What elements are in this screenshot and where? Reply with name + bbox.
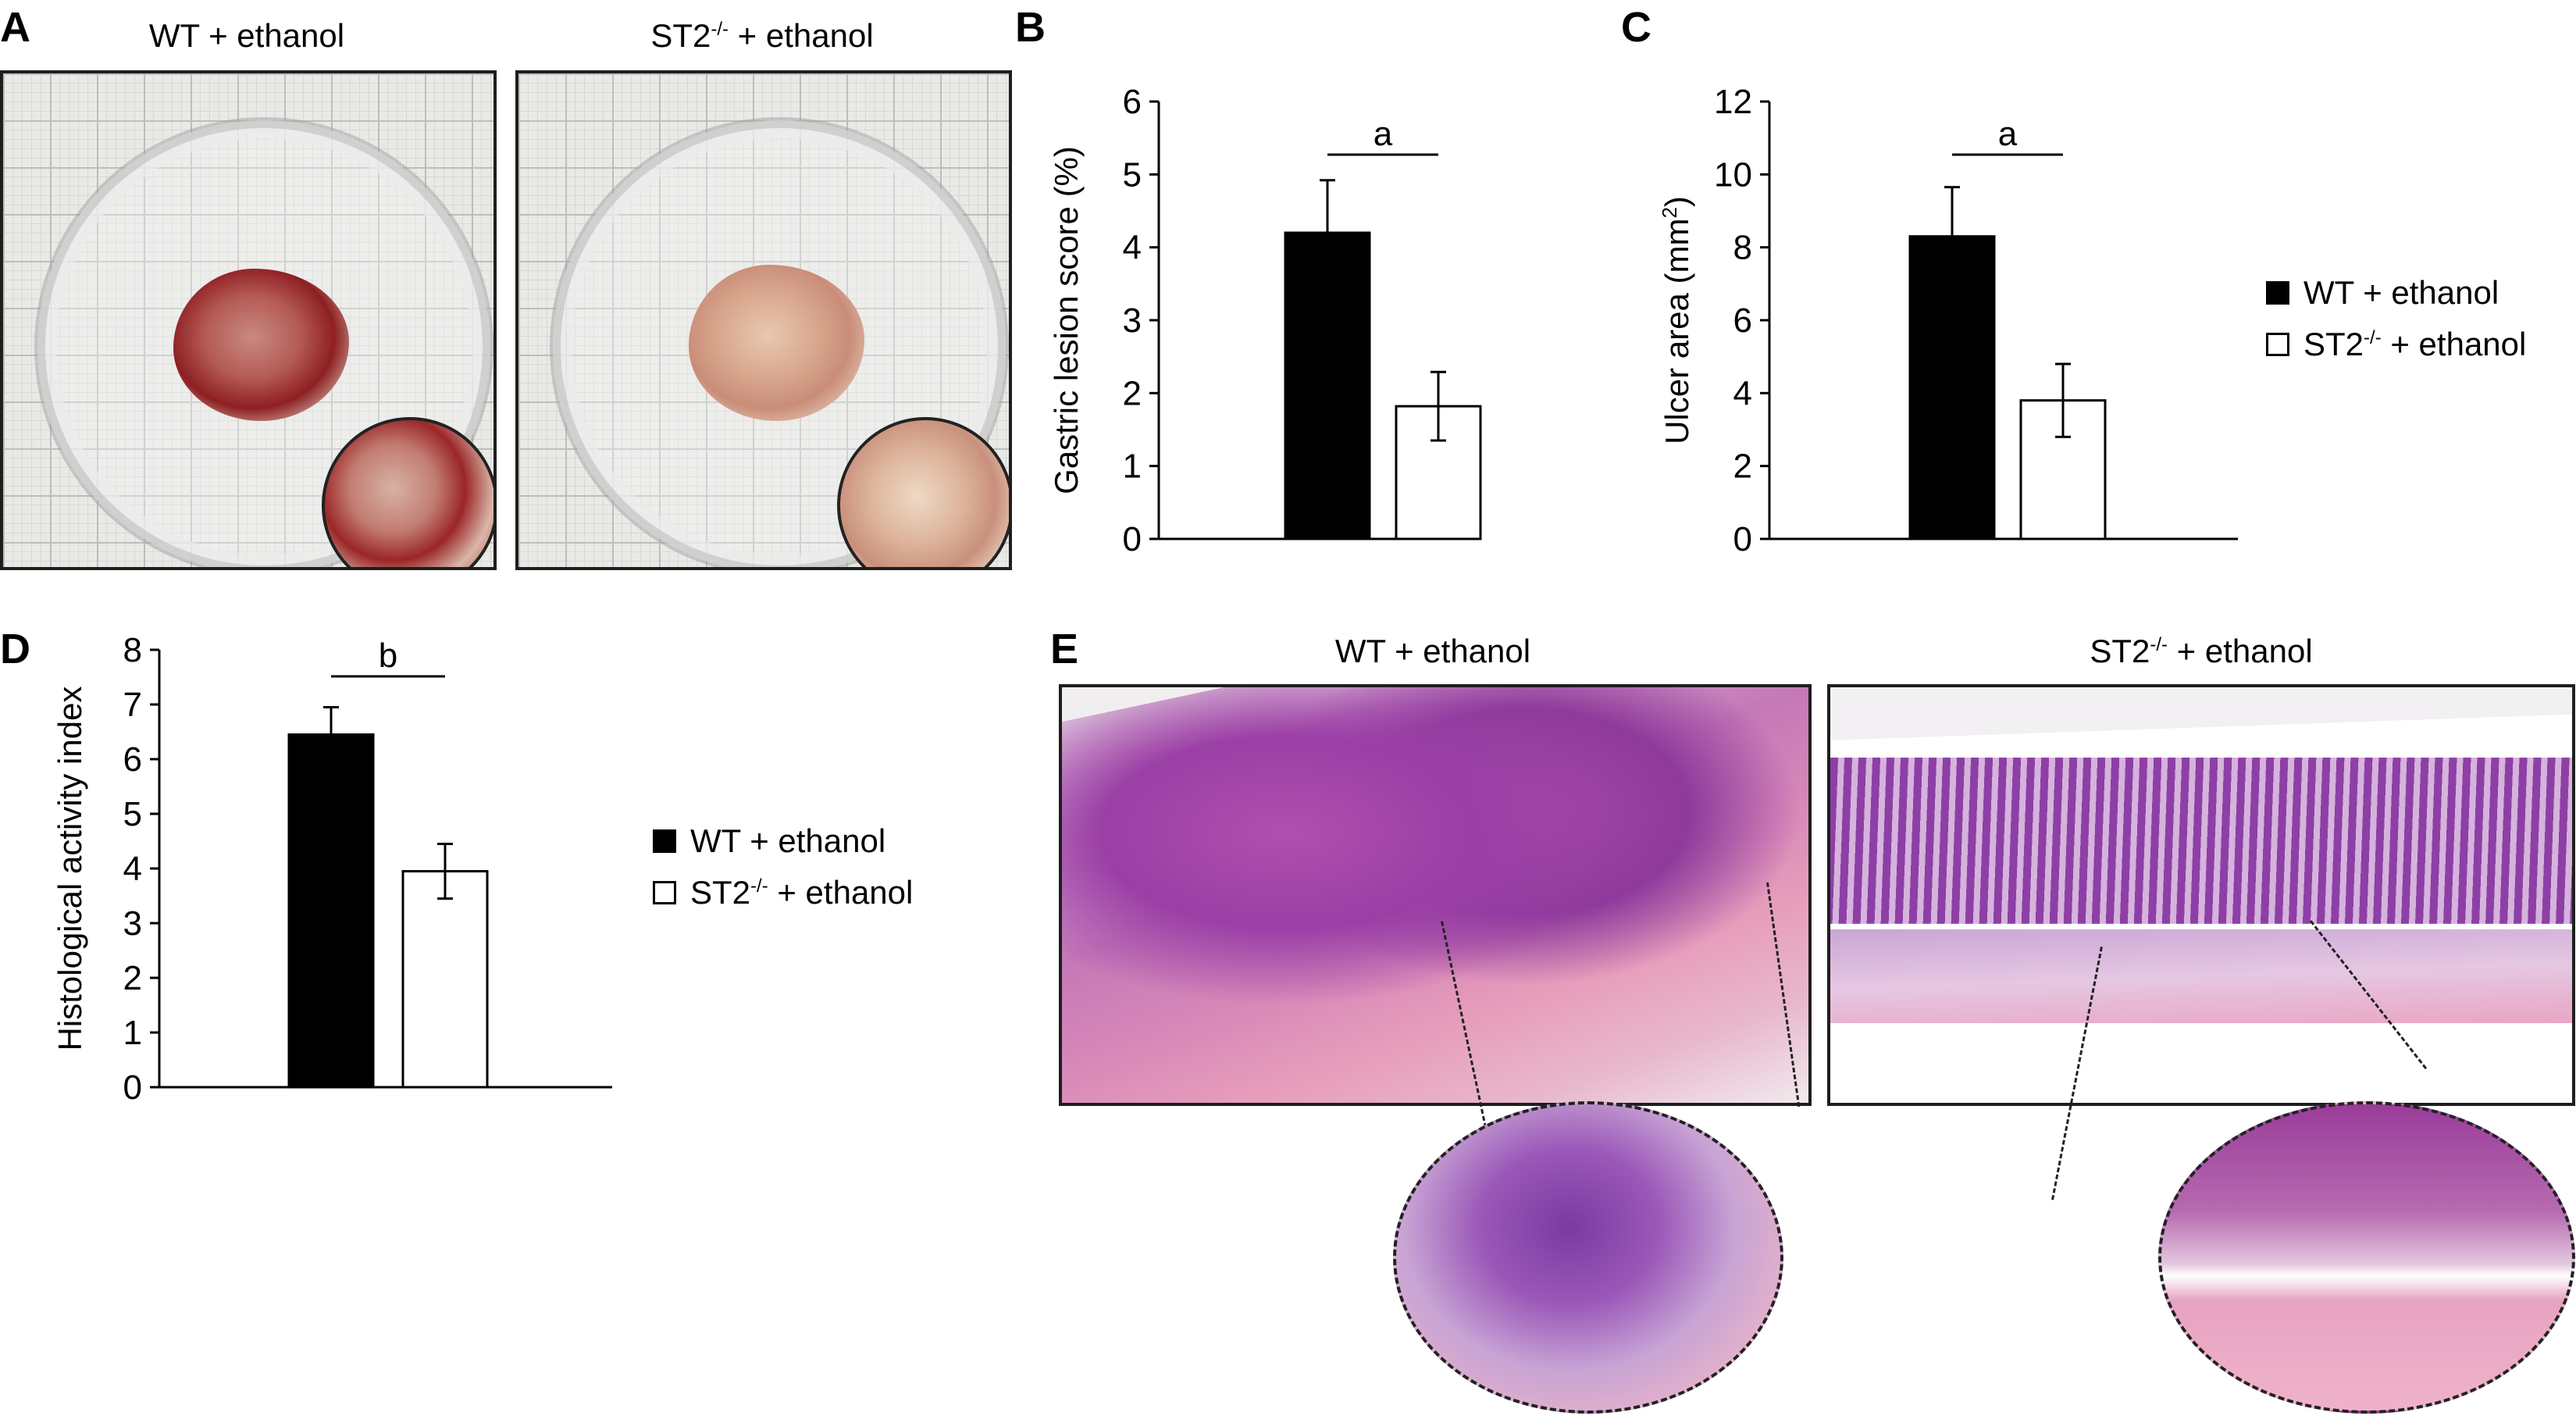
y-axis-label: Ulcer area (mm2) [1658,196,1695,444]
zoom-inset-wt [322,417,493,567]
y-tick-label: 12 [1714,83,1752,121]
bar-wt [287,733,375,1089]
panel-a-photo-wt [0,70,497,570]
legend-item-st2: ST2-/- + ethanol [653,867,913,918]
panel-e-photo-2-title: ST2-/- + ethanol [2090,633,2313,669]
significance-label: a [1374,115,1393,153]
panel-d-letter: D [0,626,30,672]
legend-bottom: WT + ethanol ST2-/- + ethanol [653,815,913,918]
bar-st2 [401,870,489,1089]
panel-e-letter: E [1050,626,1079,672]
panel-b-letter: B [1015,4,1046,51]
y-tick-label: 6 [1733,301,1752,340]
significance-label: a [1998,115,2018,153]
panel-e-histology-st2 [1827,684,2575,1106]
y-tick-label: 7 [123,686,142,724]
y-tick-label: 8 [123,631,142,669]
legend-swatch-st2 [653,881,676,904]
significance-label: b [379,637,397,675]
bar-wt [1908,235,1996,540]
legend-top: WT + ethanol ST2-/- + ethanol [2266,267,2526,370]
y-tick-label: 2 [1733,448,1752,486]
panel-c-letter: C [1621,4,1651,51]
stomach-tissue-wt [173,269,349,421]
submucosa-layer [1830,929,2572,1023]
y-tick-label: 1 [1123,448,1142,486]
legend-item-wt: WT + ethanol [2266,267,2526,319]
y-tick-label: 2 [1123,374,1142,412]
legend-label-wt: WT + ethanol [690,822,886,859]
stomach-tissue-st2 [689,265,864,421]
bar-wt [1284,231,1371,540]
panel-a-photo-2-title: ST2-/- + ethanol [650,17,874,54]
y-tick-label: 5 [1123,155,1142,194]
legend-item-st2: ST2-/- + ethanol [2266,319,2526,370]
y-tick-label: 6 [123,740,142,779]
y-tick-label: 4 [1733,374,1752,412]
y-tick-label: 3 [123,904,142,943]
zoom-inset-histology-wt [1393,1101,1783,1414]
legend-swatch-wt [653,829,676,853]
zoom-inset-st2 [837,417,1009,567]
y-tick-label: 8 [1733,229,1752,267]
legend-label-wt: WT + ethanol [2303,274,2499,311]
y-tick-label: 4 [1123,229,1142,267]
panel-e-histology-wt [1059,684,1812,1106]
legend-swatch-wt [2266,281,2289,305]
y-tick-label: 1 [123,1014,142,1052]
y-tick-label: 0 [1123,520,1142,558]
y-tick-label: 3 [1123,301,1142,340]
y-tick-label: 10 [1714,155,1752,194]
panel-a-photo-1-title: WT + ethanol [148,17,345,54]
y-tick-label: 6 [1123,83,1142,121]
panel-b-chart: 0 1 2 3 4 5 6 a Gastric lesion score (%) [1048,83,1482,558]
legend-swatch-st2 [2266,333,2289,356]
y-tick-label: 2 [123,959,142,997]
y-tick-label: 0 [123,1068,142,1107]
panel-a-letter: A [0,4,30,51]
zoom-inset-histology-st2 [2158,1101,2575,1414]
legend-label-st2: ST2-/- + ethanol [2303,326,2527,362]
panel-e-photo-1-title: WT + ethanol [1334,633,1531,669]
y-tick-label: 4 [123,850,142,888]
legend-item-wt: WT + ethanol [653,815,913,867]
y-axis-label: Gastric lesion score (%) [1048,146,1085,494]
panel-d-chart: 0 1 2 3 4 5 6 7 8 b Histological activity index [52,631,612,1107]
y-axis-label: Histological activity index [52,687,88,1051]
legend-label-st2: ST2-/- + ethanol [690,874,914,911]
y-tick-label: 0 [1733,520,1752,558]
y-tick-label: 5 [123,795,142,833]
panel-a-photo-st2 [515,70,1012,570]
panel-c-chart: 0 2 4 6 8 10 12 a Ulcer area (mm2) [1658,83,2238,558]
